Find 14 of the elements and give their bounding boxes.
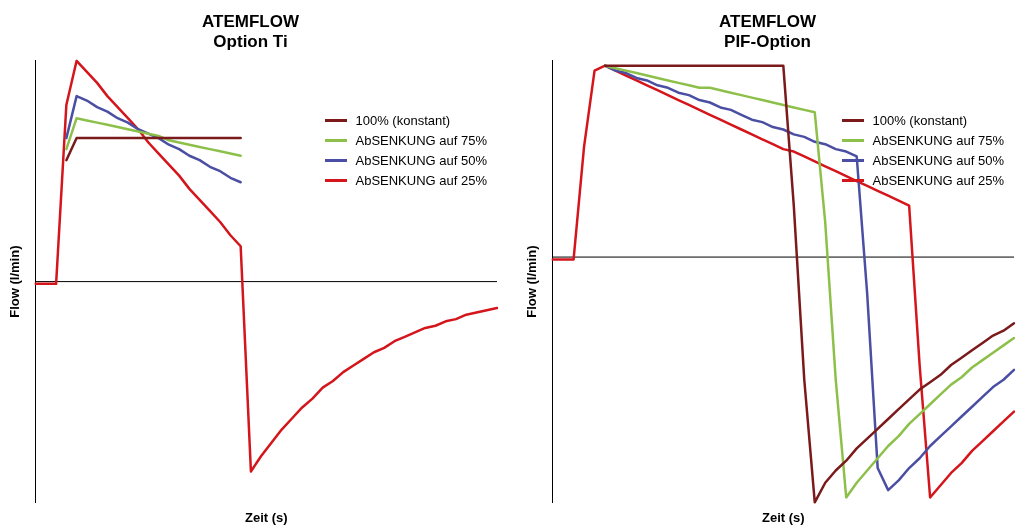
y-axis-title: Flow (l/min) xyxy=(524,245,540,318)
chart-title: ATEMFLOW PIF-Option xyxy=(719,11,817,52)
y-axis-title: Flow (l/min) xyxy=(7,245,23,318)
legend-label: AbSENKUNG auf 50% xyxy=(872,152,1004,168)
chart-title: ATEMFLOW Option Ti xyxy=(202,11,300,52)
x-axis-title: Zeit (s) xyxy=(761,509,805,525)
legend-label: AbSENKUNG auf 25% xyxy=(355,172,487,188)
legend-label: 100% (konstant) xyxy=(872,112,968,128)
legend-label: AbSENKUNG auf 75% xyxy=(872,132,1004,148)
legend-label: AbSENKUNG auf 25% xyxy=(872,172,1004,188)
x-axis-title: Zeit (s) xyxy=(244,509,288,525)
legend-label: AbSENKUNG auf 50% xyxy=(355,152,487,168)
legend-label: AbSENKUNG auf 75% xyxy=(355,132,487,148)
legend-label: 100% (konstant) xyxy=(355,112,451,128)
